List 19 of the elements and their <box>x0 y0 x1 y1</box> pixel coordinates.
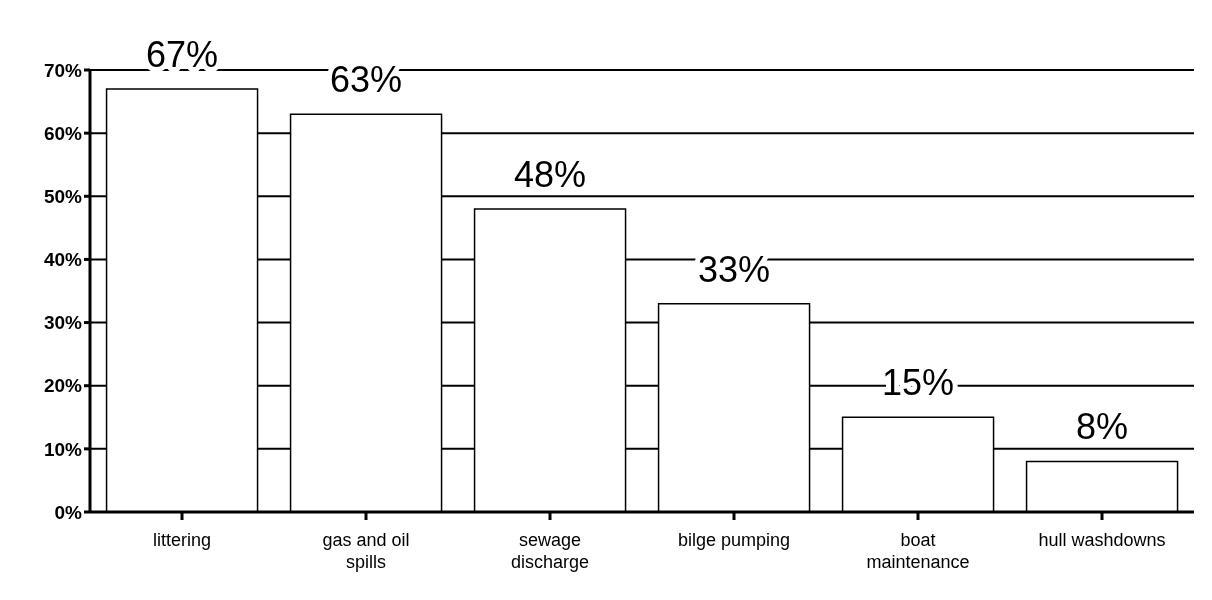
y-tick-label: 30% <box>43 312 83 334</box>
x-tick-label: sewage discharge <box>510 530 590 572</box>
data-label: 67% <box>146 33 219 75</box>
x-tick-label: bilge pumping <box>677 530 791 550</box>
x-tick-label: littering <box>152 530 212 550</box>
data-label: 33% <box>698 248 771 290</box>
x-tick-label: boat maintenance <box>866 530 970 572</box>
data-label: 48% <box>514 153 587 195</box>
y-tick-label: 50% <box>43 186 83 208</box>
data-label: 63% <box>330 59 403 101</box>
data-label: 8% <box>1076 406 1129 448</box>
x-tick-label: gas and oil spills <box>322 530 410 572</box>
y-tick-label: 60% <box>43 122 83 144</box>
x-tick-label: hull washdowns <box>1038 530 1166 550</box>
y-tick-label: 70% <box>43 59 83 81</box>
y-tick-label: 10% <box>43 438 83 460</box>
y-tick-label: 0% <box>54 501 83 523</box>
y-tick-label: 40% <box>43 249 83 271</box>
y-tick-label: 20% <box>43 375 83 397</box>
